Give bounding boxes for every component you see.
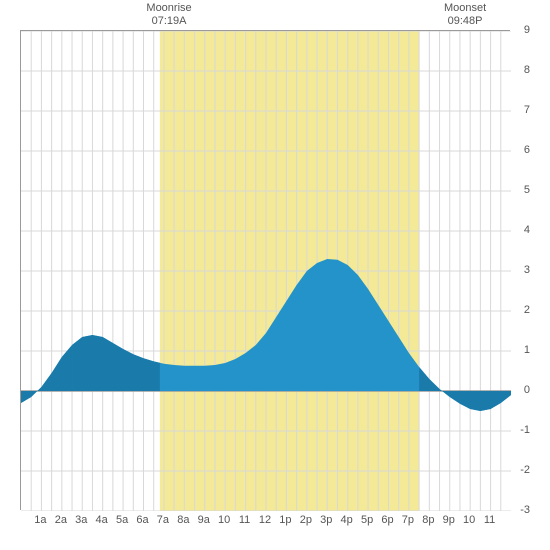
x-tick-label: 7p <box>402 514 414 526</box>
x-tick-label: 9a <box>198 514 210 526</box>
x-tick-label: 10 <box>218 514 230 526</box>
x-tick-label: 1p <box>279 514 291 526</box>
y-tick-label: 1 <box>524 344 530 356</box>
moonrise-time: 07:19A <box>139 15 199 28</box>
x-tick-label: 11 <box>239 514 250 526</box>
x-tick-label: 11 <box>484 514 495 526</box>
x-tick-label: 7a <box>157 514 169 526</box>
x-tick-label: 2a <box>55 514 67 526</box>
x-tick-label: 5a <box>116 514 128 526</box>
x-tick-label: 12 <box>259 514 271 526</box>
moonset-time: 09:48P <box>435 15 495 28</box>
x-tick-label: 6a <box>136 514 148 526</box>
x-tick-label: 8a <box>177 514 189 526</box>
x-tick-label: 3a <box>75 514 87 526</box>
x-tick-label: 3p <box>320 514 332 526</box>
chart-annotations: Moonrise 07:19A Moonset 09:48P <box>0 0 550 30</box>
tide-chart <box>20 30 510 510</box>
y-axis-ticks: -3-2-10123456789 <box>512 30 542 510</box>
x-tick-label: 8p <box>422 514 434 526</box>
y-tick-label: -1 <box>520 424 530 436</box>
x-tick-label: 9p <box>443 514 455 526</box>
y-tick-label: 4 <box>524 224 530 236</box>
y-tick-label: 3 <box>524 264 530 276</box>
y-tick-label: 0 <box>524 384 530 396</box>
x-tick-label: 5p <box>361 514 373 526</box>
y-tick-label: -3 <box>520 504 530 516</box>
moonrise-annotation: Moonrise 07:19A <box>139 2 199 28</box>
y-tick-label: -2 <box>520 464 530 476</box>
y-tick-label: 9 <box>524 24 530 36</box>
moonrise-label: Moonrise <box>139 2 199 15</box>
y-tick-label: 6 <box>524 144 530 156</box>
moonset-label: Moonset <box>435 2 495 15</box>
moonset-annotation: Moonset 09:48P <box>435 2 495 28</box>
x-axis-ticks: 1a 2a 3a 4a 5a 6a 7a 8a 9a 10 11 12 1p 2p 3p 4p 5p 6p 7p 8p… <box>20 514 510 534</box>
x-tick-label: 1a <box>34 514 46 526</box>
tide-chart-svg <box>21 31 511 511</box>
x-tick-label: 4p <box>341 514 353 526</box>
y-tick-label: 5 <box>524 184 530 196</box>
y-tick-label: 2 <box>524 304 530 316</box>
x-tick-label: 2p <box>300 514 312 526</box>
x-tick-label: 4a <box>96 514 108 526</box>
x-tick-label: 6p <box>381 514 393 526</box>
y-tick-label: 8 <box>524 64 530 76</box>
y-tick-label: 7 <box>524 104 530 116</box>
x-tick-label: 10 <box>463 514 475 526</box>
